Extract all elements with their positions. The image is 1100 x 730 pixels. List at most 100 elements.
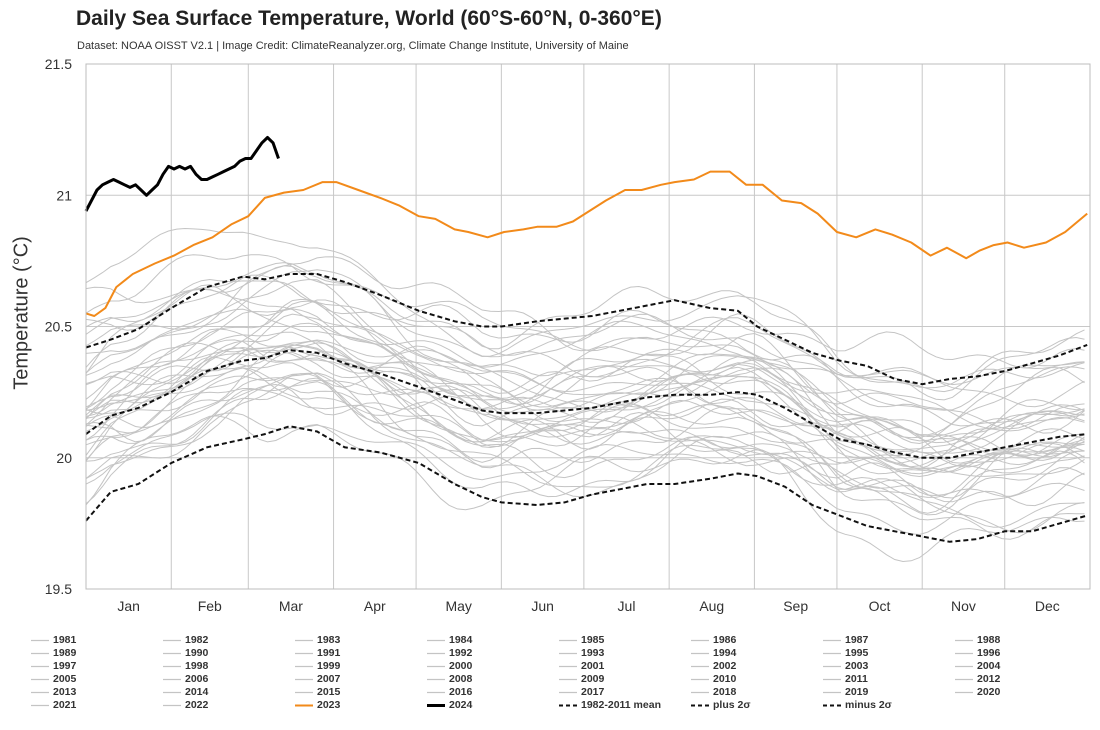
year-line — [85, 300, 1085, 456]
legend-swatch — [427, 652, 445, 655]
legend-swatch — [559, 678, 577, 681]
year-line — [85, 345, 1085, 445]
legend-label: 2024 — [449, 699, 473, 711]
grid-lines — [86, 63, 1090, 590]
y-tick-label: 20.5 — [45, 319, 72, 335]
y-tick-label: 21.5 — [45, 56, 72, 72]
legend-label: 2017 — [581, 686, 605, 698]
plot-frame — [85, 63, 1091, 590]
year-line — [85, 381, 1085, 497]
x-tick-label: May — [445, 598, 471, 614]
legend-swatch — [163, 704, 181, 707]
legend-label: 2023 — [317, 699, 341, 711]
legend-swatch — [823, 652, 841, 655]
legend-label: 2009 — [581, 673, 605, 685]
year-line — [85, 274, 1085, 401]
legend-swatch — [955, 691, 973, 694]
legend-label: 2002 — [713, 660, 737, 672]
legend-label: 1986 — [713, 634, 737, 646]
year-line — [85, 278, 1085, 411]
legend-label: 1990 — [185, 647, 209, 659]
legend-label: 2003 — [845, 660, 869, 672]
year-line — [85, 269, 1085, 408]
year-line — [85, 388, 1085, 498]
year-line — [85, 373, 1085, 528]
highlight-year-lines — [84, 136, 1088, 317]
year-line — [85, 328, 1085, 468]
legend-swatch — [559, 665, 577, 668]
legend-label: 1982-2011 mean — [581, 699, 661, 711]
legend-label: 1997 — [53, 660, 77, 672]
background-year-lines — [85, 227, 1085, 563]
year-line — [85, 383, 1085, 499]
year-line — [85, 412, 1085, 536]
legend-swatch — [823, 639, 841, 642]
legend-swatch — [823, 704, 841, 707]
legend-swatch — [163, 665, 181, 668]
legend-swatch — [691, 652, 709, 655]
legend-label: 2019 — [845, 686, 869, 698]
legend-swatch — [295, 704, 313, 707]
x-tick-label: Dec — [1035, 598, 1060, 614]
legend-label: 2012 — [977, 673, 1001, 685]
legend-label: 2008 — [449, 673, 473, 685]
chart-subtitle: Dataset: NOAA OISST V2.1 | Image Credit:… — [77, 40, 629, 52]
legend-swatch — [955, 678, 973, 681]
x-tick-label: Aug — [699, 598, 724, 614]
year-line — [85, 313, 1085, 461]
legend-label: 2001 — [581, 660, 605, 672]
legend-swatch — [31, 704, 49, 707]
legend-label: 2005 — [53, 673, 77, 685]
legend-swatch — [823, 691, 841, 694]
legend-swatch — [823, 678, 841, 681]
legend-label: 2021 — [53, 699, 77, 711]
year-line — [85, 262, 1085, 386]
legend-swatch — [295, 678, 313, 681]
x-tick-label: Jan — [117, 598, 140, 614]
legend-swatch — [31, 665, 49, 668]
legend-label: 1996 — [977, 647, 1001, 659]
legend-swatch — [691, 704, 709, 707]
highlight-line-2024 — [84, 136, 280, 212]
legend-label: 1983 — [317, 634, 341, 646]
year-line — [85, 372, 1085, 478]
year-line — [85, 278, 1085, 430]
legend-swatch — [691, 665, 709, 668]
legend-swatch — [955, 665, 973, 668]
legend-swatch — [691, 678, 709, 681]
legend-swatch — [559, 639, 577, 642]
legend-label: 2007 — [317, 673, 341, 685]
plot-border — [85, 63, 1091, 590]
year-line — [85, 322, 1085, 452]
legend-label: 2000 — [449, 660, 473, 672]
legend-label: plus 2σ — [713, 699, 751, 711]
legend-label: 1998 — [185, 660, 209, 672]
x-tick-label: Feb — [198, 598, 222, 614]
legend-swatch — [559, 691, 577, 694]
reference-line — [85, 273, 1088, 386]
year-line — [85, 254, 1085, 393]
axis-tick-labels: 19.5 20 20.5 21 21.5 Jan Feb Mar Apr May Jun Jul Aug… — [45, 56, 1060, 614]
y-tick-label: 21 — [56, 187, 72, 203]
legend-swatch — [823, 665, 841, 668]
legend-swatch — [31, 678, 49, 681]
legend-swatch — [691, 639, 709, 642]
legend-label: 1991 — [317, 647, 341, 659]
year-line — [85, 345, 1085, 464]
legend-label: 2011 — [845, 673, 868, 685]
legend-label: 2006 — [185, 673, 209, 685]
legend-label: 2013 — [53, 686, 77, 698]
legend-swatch — [427, 639, 445, 642]
legend-label: 1987 — [845, 634, 869, 646]
legend-label: minus 2σ — [845, 699, 892, 711]
reference-line — [85, 349, 1088, 459]
legend-label: 2015 — [317, 686, 341, 698]
y-tick-label: 20 — [56, 450, 72, 466]
reference-line — [85, 425, 1088, 543]
legend-swatch — [163, 678, 181, 681]
chart-plot: 19.5 20 20.5 21 21.5 Jan Feb Mar Apr May Jun Jul Aug… — [45, 56, 1091, 614]
year-line — [85, 377, 1085, 473]
legend-label: 1993 — [581, 647, 605, 659]
legend-swatch — [295, 691, 313, 694]
legend-swatch — [955, 639, 973, 642]
